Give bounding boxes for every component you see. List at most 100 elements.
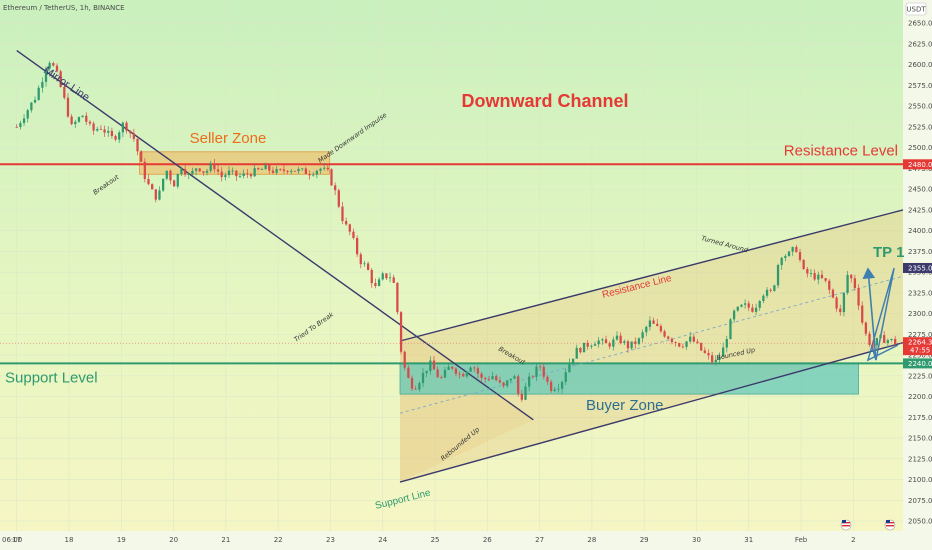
candle [30, 102, 33, 113]
candle-body [440, 377, 443, 379]
x-tick-label: 22 [274, 536, 283, 544]
candle-body [568, 362, 571, 373]
candle [868, 331, 871, 347]
candle [359, 252, 362, 269]
candle-body [637, 338, 641, 344]
candle-body [55, 65, 59, 72]
candle-body [205, 170, 209, 173]
candle-body [528, 376, 531, 387]
candle [418, 381, 421, 392]
candle [92, 121, 95, 135]
candle [476, 365, 480, 379]
x-tick-label: 17 [12, 536, 21, 544]
y-tick-label: 2100.00 [908, 476, 932, 484]
candle [99, 125, 103, 131]
candle-body [890, 338, 893, 341]
candle-body [352, 231, 355, 238]
candle-body [502, 382, 505, 386]
candle-body [429, 360, 432, 371]
candle-body [542, 366, 545, 377]
candle-body [648, 320, 652, 327]
candle [593, 341, 597, 346]
candle-body [773, 285, 776, 291]
candle [319, 167, 322, 174]
candle [506, 380, 509, 388]
candle-body [187, 174, 190, 176]
candle [407, 365, 410, 379]
candle [341, 202, 344, 225]
candle [158, 186, 161, 201]
candle [495, 374, 498, 382]
y-tick-label: 2600.00 [908, 61, 932, 69]
candle [520, 390, 523, 402]
candle [553, 386, 556, 393]
flag-icon-2[interactable] [884, 519, 896, 531]
candle [586, 340, 589, 350]
x-tick-label: 06:00 [2, 536, 22, 544]
candle [136, 138, 139, 156]
candle-body [656, 323, 659, 326]
candle-body [557, 388, 560, 390]
candle [835, 296, 838, 312]
flag-icon-1[interactable] [840, 519, 852, 531]
candle-body [136, 138, 139, 152]
candle-body [560, 381, 564, 389]
candle [103, 125, 106, 137]
candle [85, 112, 88, 126]
candle-body [52, 63, 55, 66]
chart-headline: Downward Channel [461, 91, 628, 111]
candle [846, 270, 849, 295]
candle [465, 370, 469, 379]
x-tick-label: 31 [744, 536, 753, 544]
candle-body [703, 350, 706, 353]
candle-body [121, 122, 125, 133]
candle [110, 127, 114, 139]
candle [711, 351, 714, 365]
candle-body [480, 373, 483, 378]
y-tick-label: 2325.00 [908, 289, 932, 297]
currency-badge[interactable]: USDT [905, 2, 926, 16]
candle [253, 164, 256, 178]
candle-body [575, 347, 578, 359]
candle [290, 168, 293, 175]
candle [582, 342, 586, 353]
candle-body [209, 163, 212, 171]
candle [850, 273, 853, 283]
candle-body [824, 278, 827, 281]
candle [509, 378, 512, 383]
candle [634, 337, 637, 349]
candle-body [407, 367, 410, 378]
candle-body [319, 168, 322, 171]
candle [176, 173, 179, 189]
candle [436, 366, 439, 378]
candle [604, 335, 608, 344]
x-tick-label: 23 [326, 536, 335, 544]
candle [773, 284, 776, 292]
candle [132, 128, 135, 142]
candle-body [436, 369, 439, 378]
candle [147, 174, 150, 186]
candle-body [392, 277, 395, 283]
candle [831, 288, 835, 299]
candle-body [879, 335, 882, 339]
candle [886, 338, 889, 348]
candle-body [421, 372, 425, 384]
candle [403, 350, 406, 371]
x-tick-label: 19 [117, 536, 126, 544]
x-tick-label: 20 [169, 536, 178, 544]
candle-body [630, 341, 633, 349]
support-level-label: Support Level [5, 369, 98, 386]
candle-body [242, 173, 245, 176]
grid [0, 0, 903, 531]
candle [425, 370, 428, 378]
candle-body [125, 122, 128, 131]
candle-body [817, 274, 820, 280]
candle [721, 342, 725, 357]
candle [484, 376, 487, 383]
candle-body [586, 342, 589, 347]
candle [275, 166, 278, 175]
candle-body [216, 169, 220, 172]
